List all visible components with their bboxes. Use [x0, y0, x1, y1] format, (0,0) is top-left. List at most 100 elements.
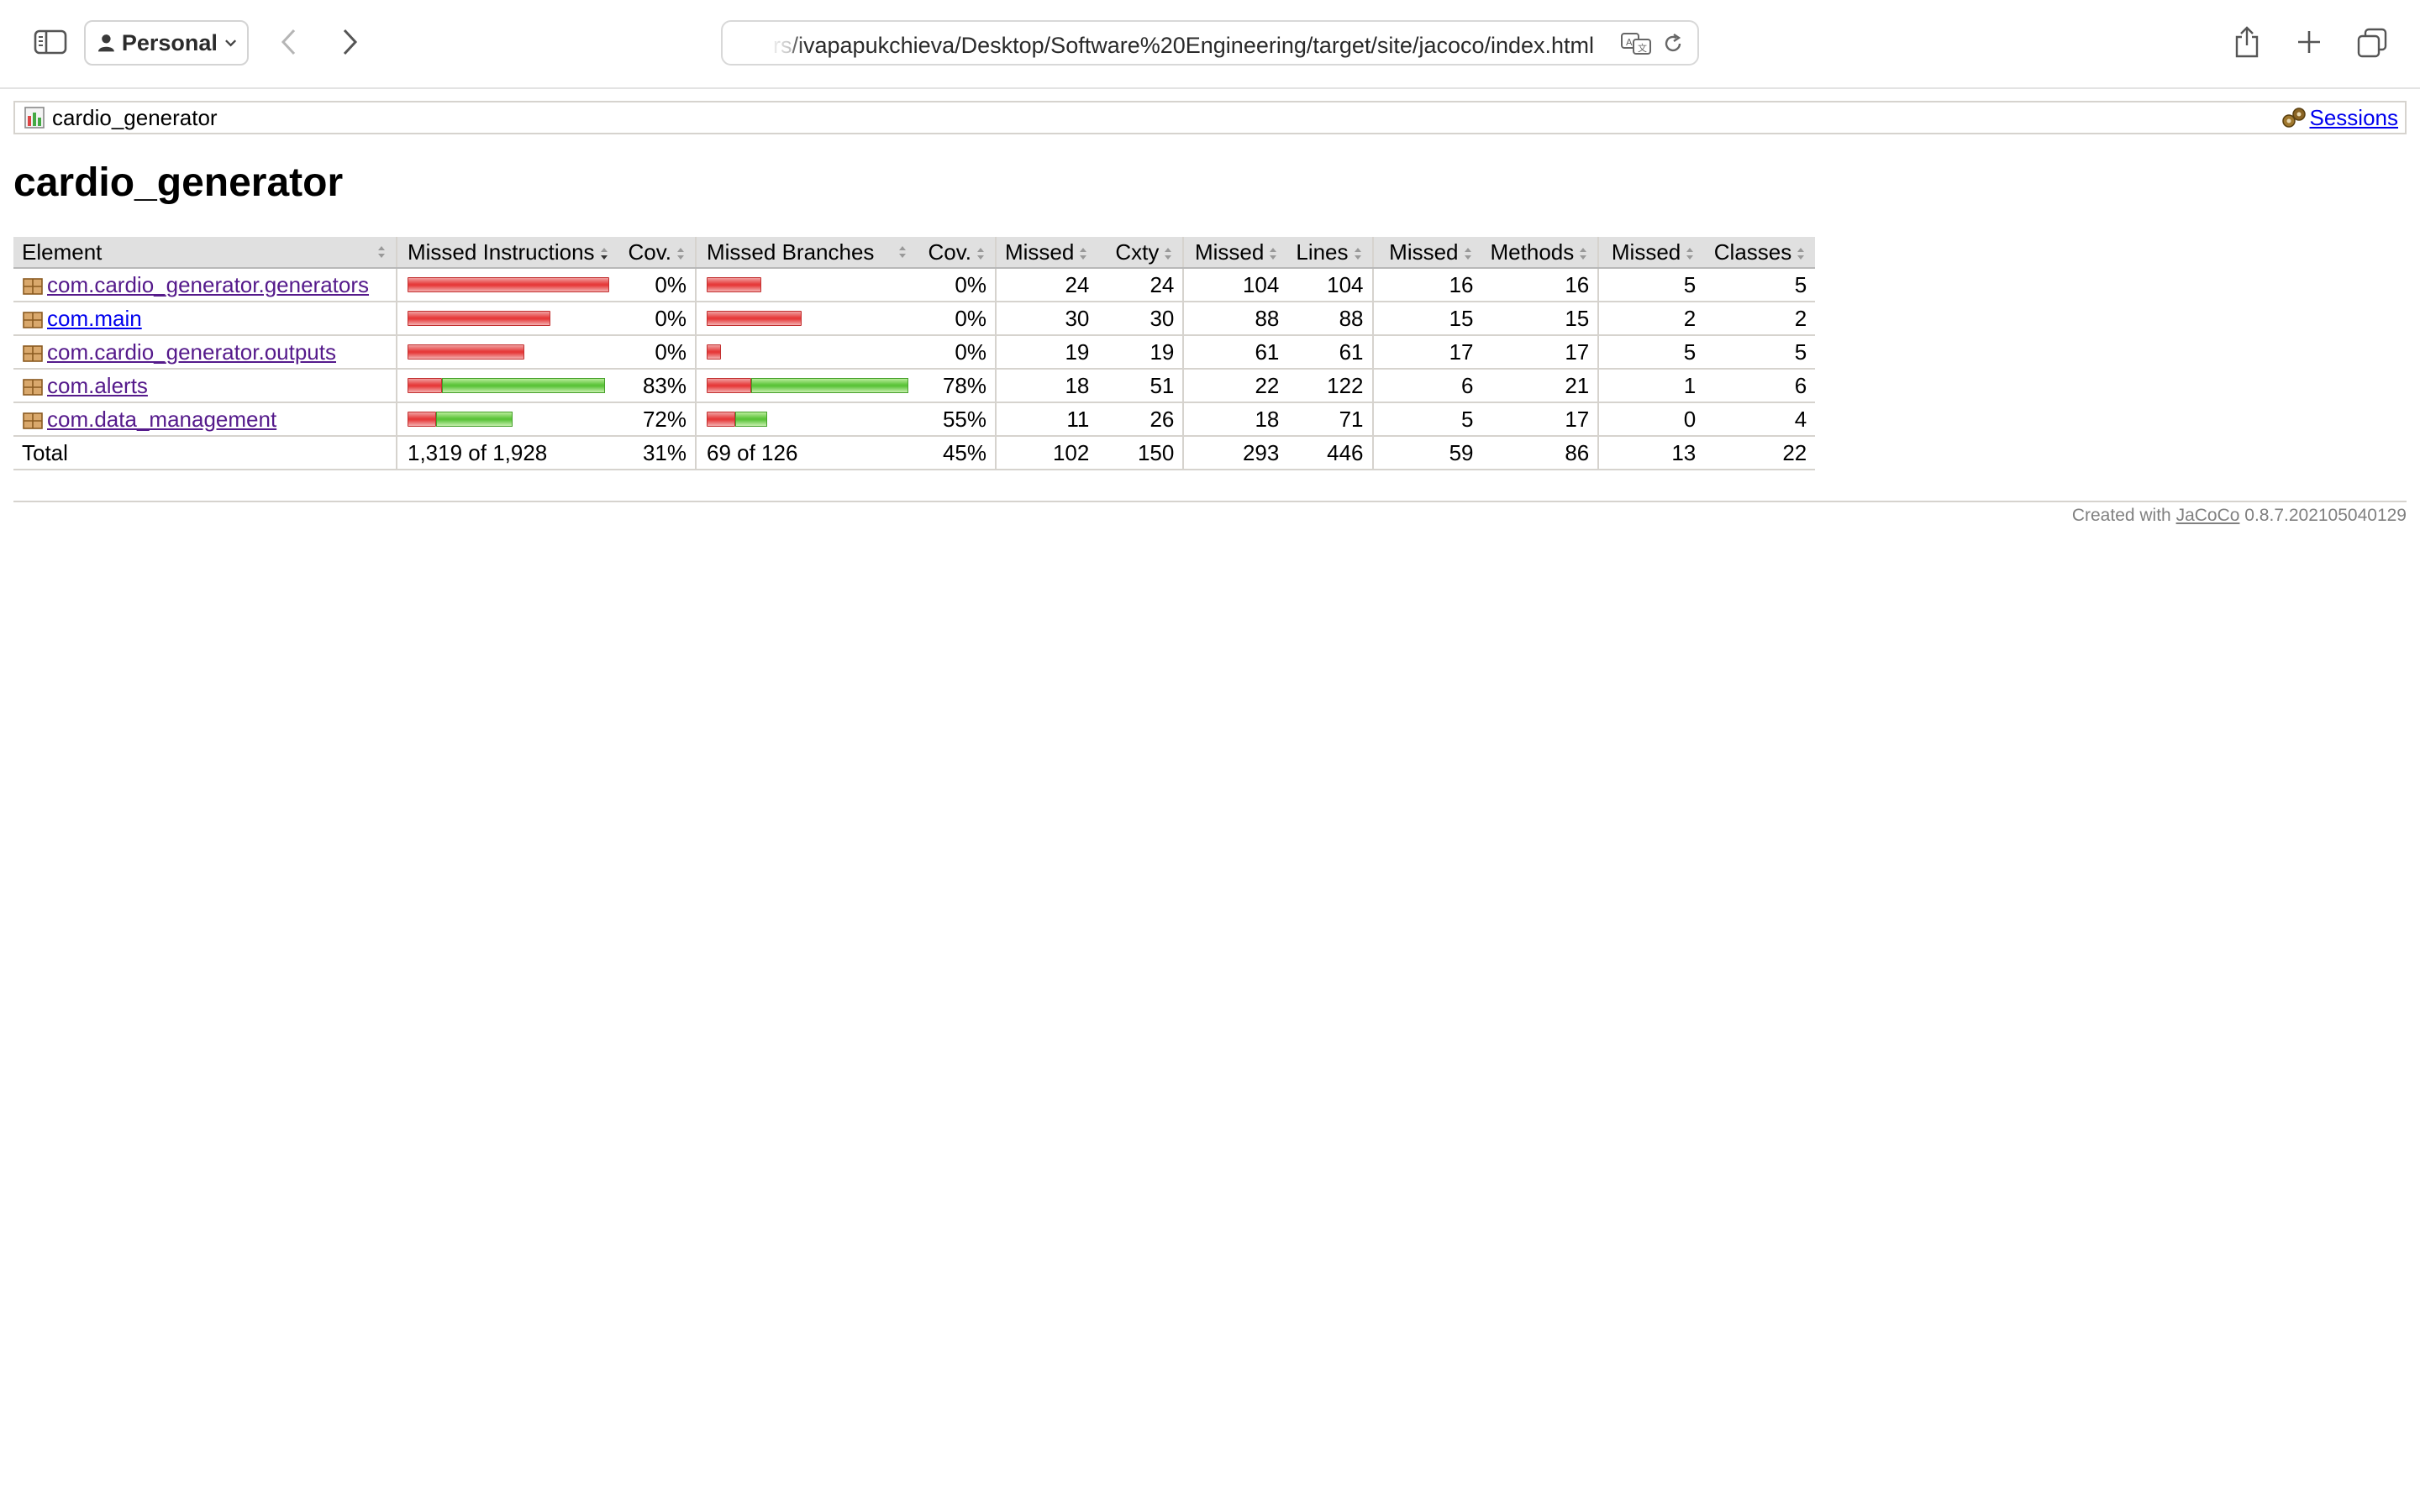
branches-bar [707, 310, 908, 327]
missed-bar [707, 277, 761, 292]
missed-bar [408, 311, 550, 326]
header-cov-branches[interactable]: Cov. [917, 237, 996, 269]
report-icon [24, 107, 45, 129]
classes: 2 [1704, 302, 1816, 336]
sort-icon [1270, 247, 1277, 260]
covered-bar [442, 378, 605, 393]
sessions-link[interactable]: Sessions [2309, 105, 2399, 130]
address-bar[interactable]: rs/ivapapukchieva/Desktop/Software%20Eng… [721, 20, 1699, 66]
jacoco-link[interactable]: JaCoCo [2175, 506, 2240, 525]
profile-button[interactable]: Personal [84, 20, 249, 66]
total-missed-lines: 293 [1182, 435, 1288, 470]
package-icon [23, 277, 43, 295]
back-button[interactable] [271, 24, 308, 60]
package-icon [23, 412, 43, 429]
total-instructions: 1,319 of 1,928 [396, 435, 618, 470]
header-lines[interactable]: Lines [1287, 237, 1373, 269]
cxty: 24 [1097, 268, 1184, 302]
header-cxty[interactable]: Cxty [1097, 237, 1184, 269]
branches-bar [707, 344, 908, 360]
missed-bar [408, 412, 436, 427]
session-icon [2281, 108, 2306, 128]
new-tab-button[interactable] [2291, 24, 2328, 60]
total-br-cov: 45% [917, 435, 996, 470]
branches-bar [707, 377, 908, 394]
element-cell: com.cardio_generator.generators [13, 268, 397, 302]
methods: 17 [1481, 335, 1599, 370]
covered-bar [436, 412, 513, 427]
branches-coverage: 55% [917, 402, 996, 437]
package-link[interactable]: com.data_management [47, 406, 277, 432]
classes: 6 [1704, 369, 1816, 403]
sort-icon [1354, 247, 1361, 260]
missed-lines: 61 [1182, 335, 1288, 370]
header-missed-instructions[interactable]: Missed Instructions [396, 237, 618, 269]
element-cell: com.alerts [13, 369, 397, 403]
package-icon [23, 378, 43, 396]
missed-cxty: 24 [994, 268, 1098, 302]
sidebar-toggle-button[interactable] [30, 24, 71, 60]
header-classes[interactable]: Classes [1704, 237, 1816, 269]
package-link[interactable]: com.main [47, 305, 142, 331]
covered-bar [751, 378, 908, 393]
breadcrumb-left: cardio_generator [24, 102, 218, 133]
person-icon [97, 34, 114, 52]
svg-text:文: 文 [1638, 42, 1647, 54]
translate-icon: A 文 [1621, 33, 1651, 55]
total-methods: 86 [1481, 435, 1599, 470]
header-element[interactable]: Element [13, 237, 397, 269]
missed-bar [408, 344, 524, 360]
cxty: 19 [1097, 335, 1184, 370]
footer-version: 0.8.7.202105040129 [2244, 506, 2407, 525]
table-row: com.cardio_generator.outputs 0% 0% 19 19 61 61… [13, 335, 1816, 370]
lines: 104 [1287, 268, 1373, 302]
package-link[interactable]: com.cardio_generator.outputs [47, 339, 336, 365]
classes: 4 [1704, 402, 1816, 437]
total-label: Total [13, 435, 397, 470]
tab-overview-button[interactable] [2353, 24, 2391, 62]
reload-icon [1665, 34, 1681, 52]
table-row: com.cardio_generator.generators 0% 0% 24 24 1… [13, 268, 1816, 302]
missed-methods: 17 [1371, 335, 1482, 370]
package-link[interactable]: com.cardio_generator.generators [47, 271, 370, 297]
missed-methods: 15 [1371, 302, 1482, 336]
missed-lines: 18 [1182, 402, 1288, 437]
header-cov-instructions[interactable]: Cov. [618, 237, 696, 269]
url-text: rs/ivapapukchieva/Desktop/Software%20Eng… [773, 33, 1597, 59]
missed-cxty: 30 [994, 302, 1098, 336]
branches-bar-cell [695, 302, 917, 336]
header-missed-lines[interactable]: Missed [1182, 237, 1288, 269]
footer-prefix: Created with [2071, 506, 2171, 525]
sort-icon [378, 246, 385, 258]
table-row: com.data_management 72% 55% 11 26 18 71 5 17 0 4 [13, 402, 1816, 437]
missed-cxty: 19 [994, 335, 1098, 370]
sort-icon [1464, 247, 1471, 260]
forward-button[interactable] [331, 24, 368, 60]
total-branches: 69 of 126 [695, 435, 917, 470]
breadcrumb-right: Sessions [2281, 102, 2399, 133]
breadcrumb-current: cardio_generator [52, 105, 218, 130]
sort-icon [1080, 247, 1087, 260]
header-methods[interactable]: Methods [1481, 237, 1599, 269]
sort-icon [1797, 247, 1805, 260]
header-missed-methods[interactable]: Missed [1371, 237, 1482, 269]
header-missed-branches[interactable]: Missed Branches [695, 237, 917, 269]
translate-button[interactable]: A 文 [1620, 29, 1654, 58]
instructions-coverage: 0% [618, 268, 696, 302]
cxty: 30 [1097, 302, 1184, 336]
methods: 16 [1481, 268, 1599, 302]
header-missed-cxty[interactable]: Missed [994, 237, 1098, 269]
instructions-bar-cell [396, 302, 618, 336]
branches-bar-cell [695, 268, 917, 302]
header-missed-classes[interactable]: Missed [1597, 237, 1705, 269]
total-classes: 22 [1704, 435, 1816, 470]
profile-label: Personal [121, 29, 218, 55]
sidebar-icon [34, 29, 67, 55]
url-fade [756, 25, 807, 62]
package-link[interactable]: com.alerts [47, 372, 148, 398]
missed-methods: 5 [1371, 402, 1482, 437]
share-button[interactable] [2228, 22, 2265, 62]
breadcrumb: cardio_generator Sessions [13, 101, 2407, 134]
reload-button[interactable] [1659, 29, 1687, 58]
footer: Created with JaCoCo 0.8.7.202105040129 [13, 501, 2407, 526]
